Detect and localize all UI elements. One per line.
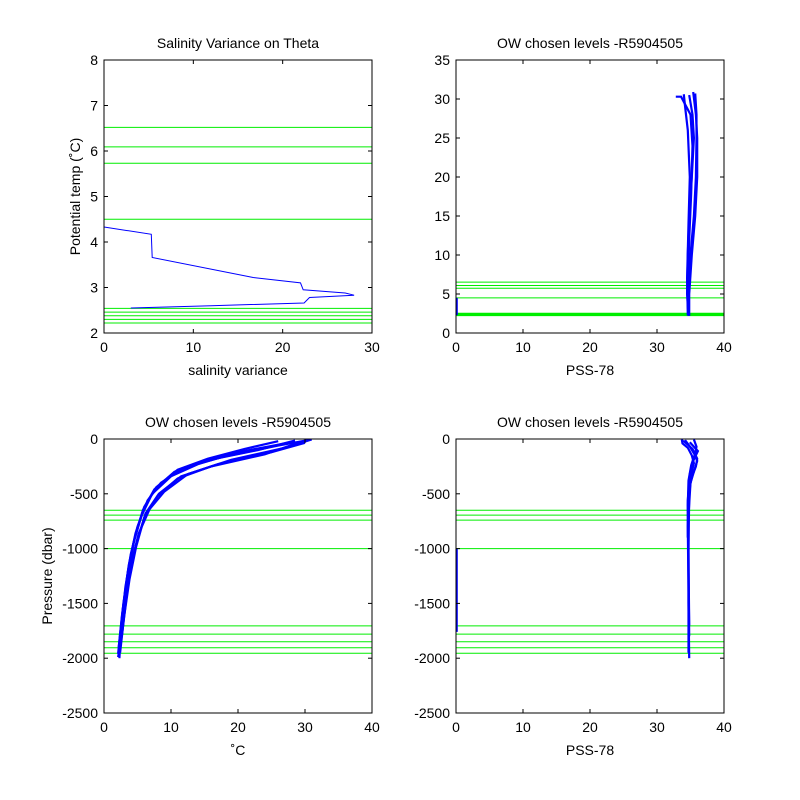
x-tick-label: 0 (100, 719, 108, 735)
y-tick-label: -1000 (414, 541, 450, 557)
x-tick-label: 40 (716, 339, 732, 355)
x-tick-label: 10 (515, 339, 531, 355)
y-tick-label: -500 (422, 486, 450, 502)
x-tick-label: 20 (582, 339, 598, 355)
y-tick-label: -2500 (62, 705, 98, 721)
y-tick-label: 4 (90, 234, 98, 250)
series-line (686, 441, 700, 538)
x-tick-label: 10 (186, 339, 202, 355)
x-tick-label: 30 (297, 719, 313, 735)
y-tick-label: -2500 (414, 705, 450, 721)
panel-pres-temp: 0 10 20 30 40 0 -500 -1000 -1500 -2000 -2500 OW cho… (39, 414, 380, 758)
y-tick-label: -1500 (414, 595, 450, 611)
y-tick-label: 3 (90, 280, 98, 296)
y-tick-label: -1000 (62, 541, 98, 557)
plot-area (104, 439, 372, 713)
chart-title: Salinity Variance on Theta (157, 35, 319, 51)
x-tick-label: 40 (716, 719, 732, 735)
series-line (682, 94, 691, 316)
y-tick-label: 0 (442, 431, 450, 447)
y-tick-label: 35 (434, 52, 450, 68)
x-tick-label: 40 (364, 719, 380, 735)
y-tick-label: 5 (90, 189, 98, 205)
panel-pres-sal: 0 10 20 30 40 0 -500 -1000 -1500 -2000 -2500 OW cho… (414, 414, 732, 758)
plot-area (104, 60, 372, 333)
y-tick-label: 8 (90, 52, 98, 68)
x-axis-label: PSS-78 (566, 362, 614, 378)
y-tick-label: 15 (434, 208, 450, 224)
x-axis-label: PSS-78 (566, 742, 614, 758)
y-axis-label: Pressure (dbar) (39, 527, 55, 624)
plot-area (456, 439, 724, 713)
series-line (118, 440, 279, 646)
series-line (688, 91, 699, 316)
y-tick-label: -2000 (414, 650, 450, 666)
x-tick-label: 20 (582, 719, 598, 735)
y-tick-label: 25 (434, 130, 450, 146)
y-tick-label: -1500 (62, 595, 98, 611)
y-tick-label: 5 (442, 286, 450, 302)
y-tick-label: -500 (70, 486, 98, 502)
y-tick-label: 20 (434, 169, 450, 185)
chart-title: OW chosen levels -R5904505 (497, 35, 683, 51)
x-tick-label: 0 (100, 339, 108, 355)
x-tick-label: 30 (649, 719, 665, 735)
x-tick-label: 30 (649, 339, 665, 355)
x-tick-label: 0 (452, 339, 460, 355)
y-axis-label: Potential temp (˚C) (67, 138, 83, 255)
y-tick-label: 7 (90, 98, 98, 114)
plot-area (456, 60, 724, 333)
y-tick-label: 2 (90, 325, 98, 341)
x-tick-label: 10 (163, 719, 179, 735)
x-tick-label: 0 (452, 719, 460, 735)
chart-title: OW chosen levels -R5904505 (145, 414, 331, 430)
x-tick-label: 20 (230, 719, 246, 735)
x-tick-label: 30 (364, 339, 380, 355)
series-line (104, 226, 355, 309)
y-tick-label: 0 (442, 325, 450, 341)
y-tick-label: 10 (434, 247, 450, 263)
x-tick-label: 20 (275, 339, 291, 355)
panel-theta-sal: 0 10 20 30 40 0 5 10 15 20 25 30 35 OW chosen levels … (434, 35, 732, 378)
x-axis-label: ˚C (231, 742, 246, 758)
y-tick-label: 6 (90, 143, 98, 159)
x-axis-label: salinity variance (188, 362, 288, 378)
y-tick-label: 0 (90, 431, 98, 447)
y-tick-label: -2000 (62, 650, 98, 666)
chart-title: OW chosen levels -R5904505 (497, 414, 683, 430)
series-line (119, 441, 306, 642)
panel-sal-var: 0 10 20 30 2 3 4 5 6 7 8 Salinity Variance on Theta… (67, 35, 380, 378)
y-tick-label: 30 (434, 91, 450, 107)
x-tick-label: 10 (515, 719, 531, 735)
